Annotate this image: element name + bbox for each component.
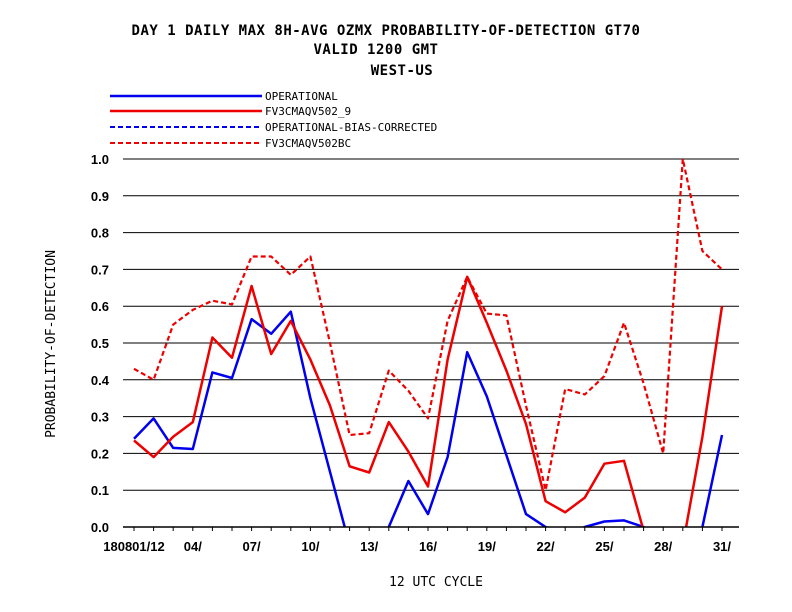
y-tick-label: 1.0 xyxy=(91,152,109,167)
x-tick-label: 28/ xyxy=(654,539,672,554)
legend-label-fv3cmaqv502bc: FV3CMAQV502BC xyxy=(265,137,351,150)
x-axis-label: 12 UTC CYCLE xyxy=(389,575,483,590)
chart-title-line-1: DAY 1 DAILY MAX 8H-AVG OZMX PROBABILITY-… xyxy=(132,23,641,39)
x-tick-label: 04/ xyxy=(184,539,202,554)
x-tick-label: 19/ xyxy=(478,539,496,554)
y-tick-label: 0.3 xyxy=(91,410,109,425)
x-tick-label: 25/ xyxy=(595,539,613,554)
gridlines xyxy=(123,158,739,531)
y-tick-label: 0.0 xyxy=(91,520,109,535)
y-tick-label: 0.5 xyxy=(91,336,109,351)
y-axis-label: PROBABILITY-OF-DETECTION xyxy=(44,250,59,438)
legend-label-operational: OPERATIONAL xyxy=(265,90,338,103)
y-tick-label: 0.4 xyxy=(91,373,110,388)
legend-label-operational-bias-corrected: OPERATIONAL-BIAS-CORRECTED xyxy=(265,121,437,134)
series-line-1 xyxy=(133,275,724,527)
chart-title-line-2: VALID 1200 GMT xyxy=(313,42,438,58)
series-line-0 xyxy=(133,310,724,527)
x-tick-label: 22/ xyxy=(537,539,555,554)
x-tick-label: 10/ xyxy=(301,539,319,554)
y-tick-label: 0.6 xyxy=(91,299,109,314)
x-tick-labels: 180801/12 04/07/10/13/16/19/22/25/28/31/ xyxy=(103,539,731,554)
y-tick-label: 0.2 xyxy=(91,446,109,461)
x-tick-label: 07/ xyxy=(243,539,261,554)
legend-label-fv3cmaqv502-9: FV3CMAQV502_9 xyxy=(265,105,351,118)
x-tick-label: 16/ xyxy=(419,539,437,554)
y-tick-label: 0.7 xyxy=(91,262,109,277)
x-tick-label: 13/ xyxy=(360,539,378,554)
y-tick-label: 0.9 xyxy=(91,189,109,204)
legend: OPERATIONAL FV3CMAQV502_9 OPERATIONAL-BI… xyxy=(110,90,437,150)
y-tick-label: 0.1 xyxy=(91,483,109,498)
series-lines xyxy=(133,159,724,527)
chart-title-line-3: WEST-US xyxy=(371,63,434,79)
y-tick-label: 0.8 xyxy=(91,226,109,241)
x-tick-label: 180801/12 xyxy=(103,539,164,554)
x-tick-label: 31/ xyxy=(713,539,731,554)
series-line-3 xyxy=(133,159,723,492)
y-tick-labels: 0.0 0.1 0.2 0.3 0.4 0.5 0.6 0.7 0.8 0.9 1.0 xyxy=(91,152,110,535)
